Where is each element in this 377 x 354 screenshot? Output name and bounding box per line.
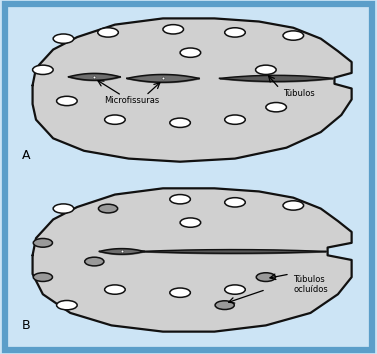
Circle shape	[266, 103, 287, 112]
Circle shape	[256, 273, 276, 281]
Circle shape	[98, 204, 118, 213]
Circle shape	[105, 285, 125, 294]
Text: A: A	[21, 149, 30, 162]
Circle shape	[105, 115, 125, 124]
Text: Túbulos
ocluídos: Túbulos ocluídos	[293, 275, 328, 294]
Circle shape	[33, 239, 52, 247]
Circle shape	[33, 273, 52, 281]
Text: Túbulos: Túbulos	[283, 89, 315, 98]
Circle shape	[163, 25, 184, 34]
Circle shape	[57, 301, 77, 310]
Text: B: B	[21, 319, 30, 332]
Circle shape	[283, 201, 303, 210]
Text: Microfissuras: Microfissuras	[104, 96, 160, 105]
Circle shape	[180, 218, 201, 227]
Circle shape	[53, 204, 74, 213]
Polygon shape	[32, 18, 352, 162]
Circle shape	[225, 198, 245, 207]
Polygon shape	[32, 188, 352, 332]
Circle shape	[225, 115, 245, 124]
Circle shape	[85, 257, 104, 266]
Circle shape	[98, 28, 118, 37]
Circle shape	[283, 31, 303, 40]
Circle shape	[170, 195, 190, 204]
Circle shape	[215, 301, 234, 309]
Circle shape	[57, 96, 77, 105]
Circle shape	[225, 28, 245, 37]
Circle shape	[225, 285, 245, 294]
Circle shape	[170, 288, 190, 297]
Circle shape	[53, 34, 74, 43]
Circle shape	[256, 65, 276, 74]
Circle shape	[180, 48, 201, 57]
Circle shape	[170, 118, 190, 127]
Circle shape	[32, 65, 53, 74]
